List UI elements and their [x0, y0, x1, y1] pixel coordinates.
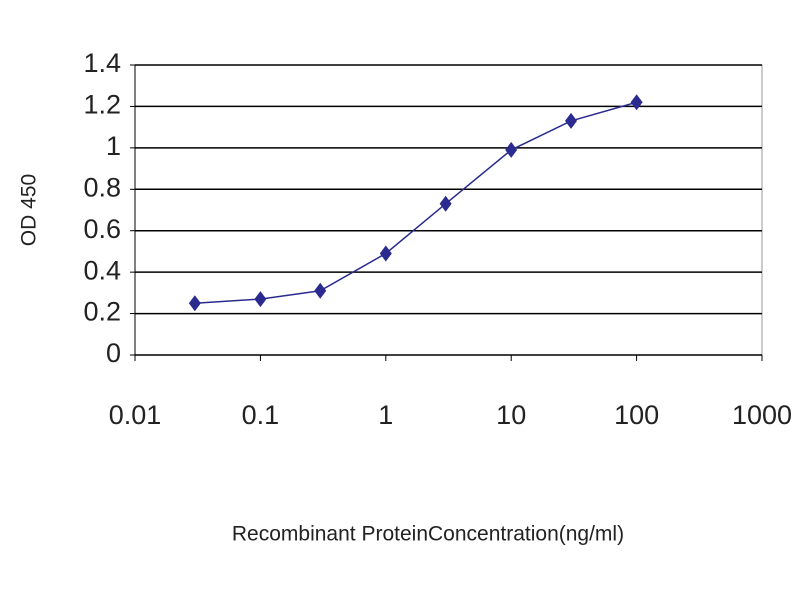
data-point	[314, 282, 327, 299]
x-tick-label: 1000	[732, 400, 792, 430]
x-tick-label: 10	[496, 400, 526, 430]
y-tick-label: 0.6	[83, 214, 121, 244]
y-tick-label: 0.2	[83, 297, 121, 327]
data-point	[565, 112, 578, 129]
y-tick-label: 0.8	[83, 172, 121, 202]
data-line	[194, 101, 637, 304]
y-tick-label: 0	[106, 338, 121, 368]
y-tick-label: 1.4	[83, 48, 121, 78]
data-point	[188, 295, 201, 312]
x-axis-label: Recombinant ProteinConcentration(ng/ml)	[232, 523, 624, 546]
x-tick-label: 0.01	[109, 400, 162, 430]
data-point	[439, 195, 452, 212]
y-axis-label: OD 450	[18, 174, 41, 246]
data-point	[254, 291, 267, 308]
y-tick-label: 0.4	[83, 255, 121, 285]
data-point	[379, 245, 392, 262]
x-tick-label: 0.1	[242, 400, 280, 430]
y-tick-label: 1.2	[83, 90, 121, 120]
x-tick-label: 100	[614, 400, 659, 430]
data-point	[505, 141, 518, 158]
plot-area	[134, 64, 763, 356]
y-tick-label: 1	[106, 131, 121, 161]
x-tick-label: 1	[378, 400, 393, 430]
data-point	[630, 94, 643, 111]
